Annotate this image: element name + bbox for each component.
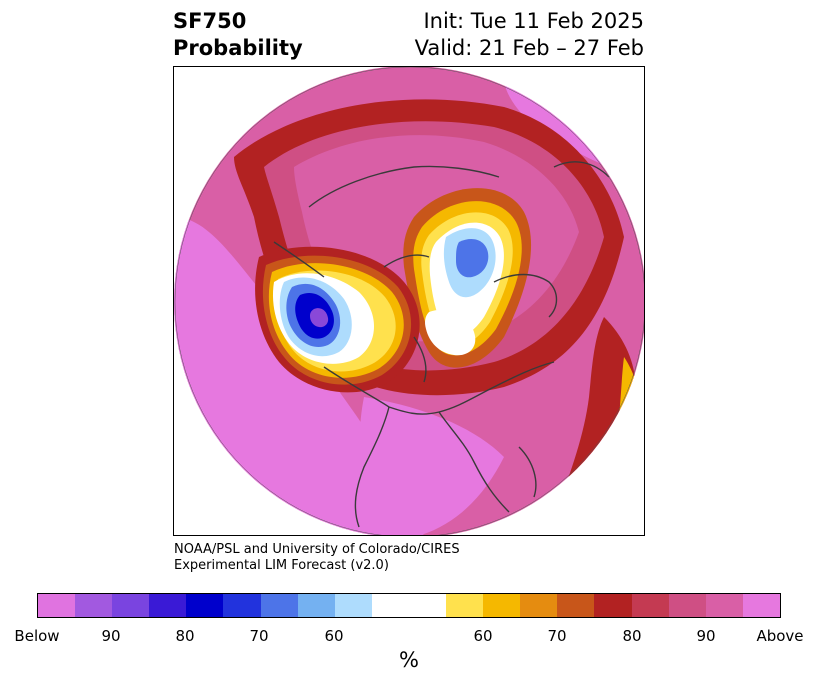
colorbar-segment (75, 594, 113, 617)
purple-core-pacific (310, 308, 329, 328)
colorbar-tick-label: 90 (696, 627, 716, 645)
white-neutral-hudson (425, 309, 476, 356)
colorbar (37, 593, 781, 618)
colorbar-tick-label: 80 (622, 627, 642, 645)
credit-line-2: Experimental LIM Forecast (v2.0) (174, 558, 389, 573)
credit-line-1: NOAA/PSL and University of Colorado/CIRE… (174, 542, 460, 557)
colorbar-tick-label: Below (14, 627, 60, 645)
colorbar-tick-label: 80 (175, 627, 195, 645)
blue-arctic (456, 239, 489, 278)
colorbar-segment (38, 594, 76, 617)
colorbar-segment (297, 594, 335, 617)
coastlines (273, 161, 610, 528)
init-date: Init: Tue 11 Feb 2025 (423, 9, 644, 33)
colorbar-segment (371, 594, 447, 617)
colorbar-tick-label: 60 (324, 627, 344, 645)
title-variable: SF750 (173, 9, 247, 33)
colorbar-unit: % (399, 648, 419, 672)
colorbar-segment (631, 594, 669, 617)
colorbar-tick-label: 60 (473, 627, 493, 645)
colorbar-segment (186, 594, 224, 617)
warm-region-northamerica (359, 397, 504, 535)
colorbar-segment (260, 594, 298, 617)
atlantic-red-band (554, 317, 636, 517)
colorbar-segment (705, 594, 743, 617)
colorbar-segment (520, 594, 558, 617)
colorbar-segment (334, 594, 372, 617)
colorbar-segment (668, 594, 706, 617)
valid-range: Valid: 21 Feb – 27 Feb (414, 36, 644, 60)
title-type: Probability (173, 36, 303, 60)
colorbar-segment (149, 594, 187, 617)
polar-projection-map (174, 67, 644, 535)
colorbar-segment (223, 594, 261, 617)
colorbar-tick-label: 70 (547, 627, 567, 645)
hemisphere-outline (174, 67, 644, 535)
colorbar-tick-label: 90 (101, 627, 121, 645)
forecast-dates: Init: Tue 11 Feb 2025 Valid: 21 Feb – 27… (415, 8, 644, 62)
forecast-map (173, 66, 645, 536)
colorbar-segment (742, 594, 780, 617)
colorbar-tick-label: Above (756, 627, 804, 645)
colorbar-segment (112, 594, 150, 617)
credit-block: NOAA/PSL and University of Colorado/CIRE… (174, 542, 460, 574)
figure-title: SF750 Probability (173, 8, 303, 62)
colorbar-segment (557, 594, 595, 617)
colorbar-tick-label: 70 (249, 627, 269, 645)
colorbar-segment (483, 594, 521, 617)
colorbar-segment (446, 594, 484, 617)
colorbar-segment (594, 594, 632, 617)
